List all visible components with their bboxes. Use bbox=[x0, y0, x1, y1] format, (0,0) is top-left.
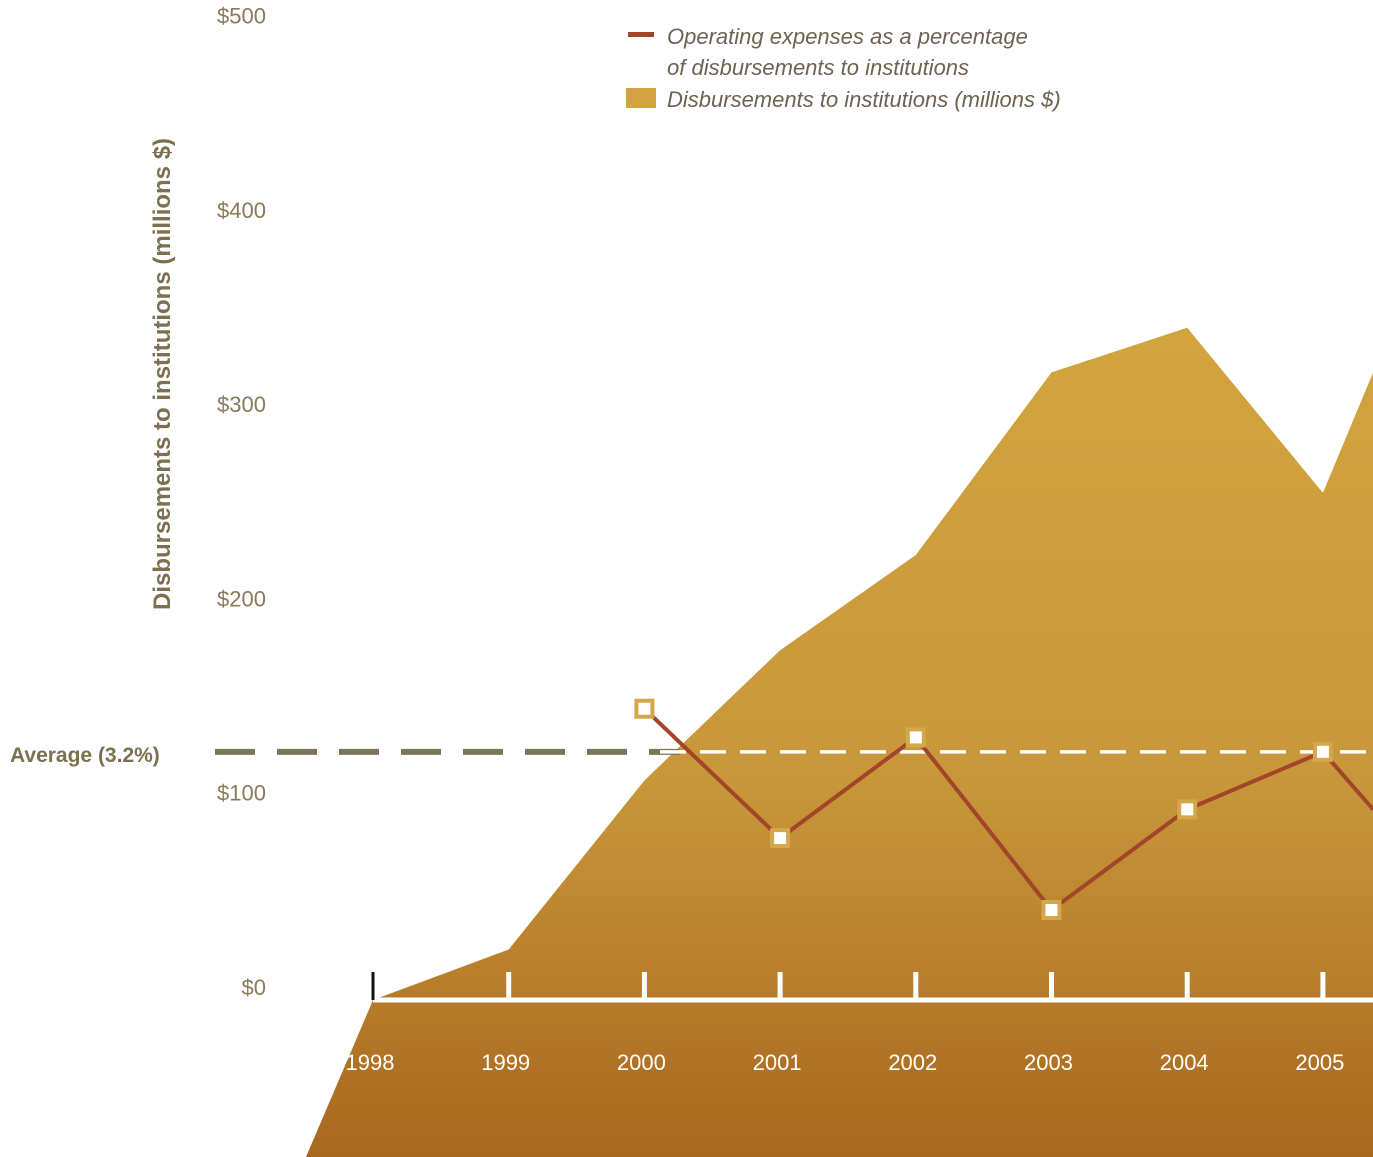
x-tick-label: 2005 bbox=[1295, 1050, 1344, 1075]
line-marker bbox=[1312, 741, 1333, 762]
y-tick-label: $200 bbox=[217, 586, 266, 611]
y-tick-label: $500 bbox=[217, 4, 266, 29]
operating-expenses-markers bbox=[634, 698, 1333, 921]
x-axis-ticks bbox=[371, 972, 1326, 1000]
average-line: Average (3.2%) bbox=[10, 744, 1373, 767]
line-marker bbox=[1177, 799, 1198, 820]
average-label: Average (3.2%) bbox=[10, 744, 160, 767]
line-marker bbox=[905, 727, 926, 748]
x-tick-label: 2004 bbox=[1160, 1050, 1209, 1075]
y-tick-label: $400 bbox=[217, 198, 266, 223]
x-tick-label: 1999 bbox=[481, 1050, 530, 1075]
legend-line-swatch bbox=[628, 32, 654, 37]
x-tick-label: 2002 bbox=[888, 1050, 937, 1075]
y-tick-label: $0 bbox=[242, 975, 266, 1000]
legend-line-label: Operating expenses as a percentage bbox=[667, 24, 1028, 49]
y-tick-label: $100 bbox=[217, 781, 266, 806]
line-marker bbox=[1041, 900, 1062, 921]
y-axis-title: Disbursements to institutions (millions … bbox=[149, 138, 176, 610]
legend-line-label-continued: of disbursements to institutions bbox=[667, 55, 969, 80]
disbursements-area bbox=[306, 327, 1373, 1157]
line-marker bbox=[634, 698, 655, 719]
x-tick-label: 1998 bbox=[346, 1050, 395, 1075]
x-tick-label: 2000 bbox=[617, 1050, 666, 1075]
legend-area-swatch bbox=[626, 88, 656, 108]
x-tick-label: 2003 bbox=[1024, 1050, 1073, 1075]
x-axis-labels: 1998 1999 2000 2001 2002 2003 2004 2005 bbox=[346, 1050, 1345, 1075]
y-axis-ticks: $0 $100 $200 $300 $400 $500 bbox=[217, 4, 266, 1001]
y-tick-label: $300 bbox=[217, 392, 266, 417]
legend: Operating expenses as a percentage of di… bbox=[626, 24, 1061, 112]
x-tick-label: 2001 bbox=[753, 1050, 802, 1075]
line-marker bbox=[770, 828, 791, 849]
legend-area-label: Disbursements to institutions (millions … bbox=[667, 87, 1061, 112]
